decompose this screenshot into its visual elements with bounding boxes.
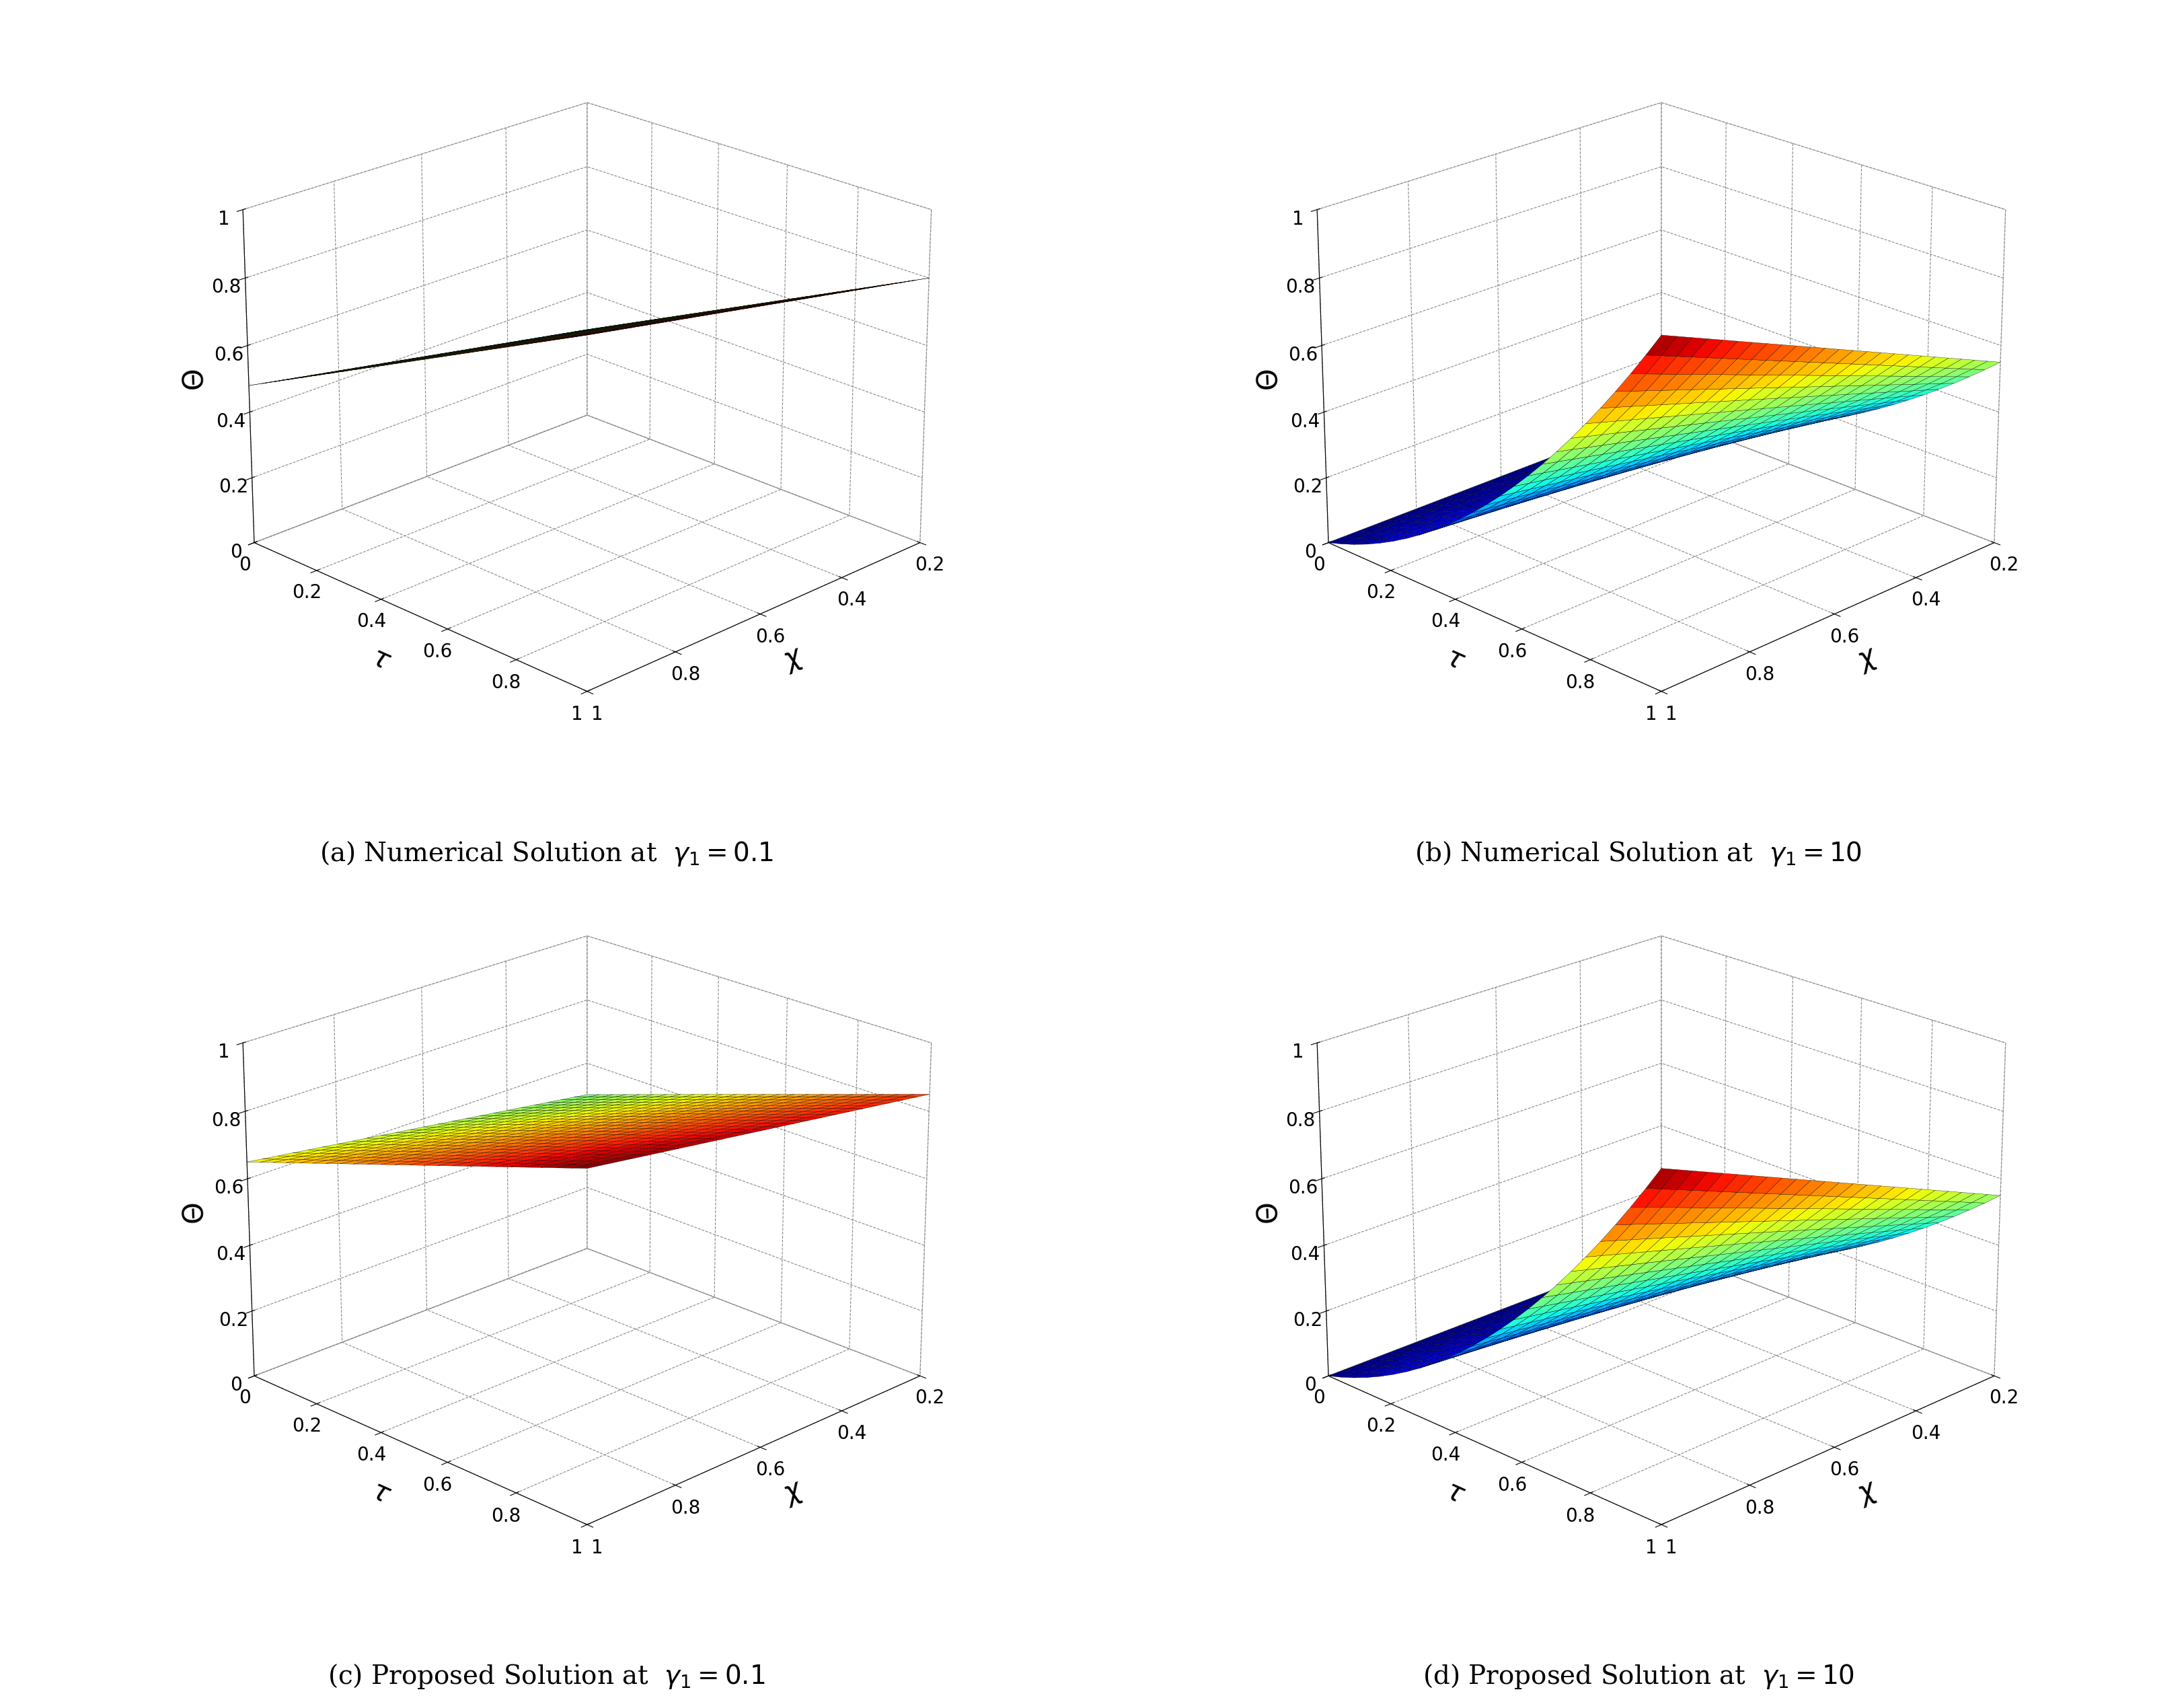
- Text: (c) Proposed Solution at  $\gamma_1 = 0.1$: (c) Proposed Solution at $\gamma_1 = 0.1…: [328, 1662, 764, 1691]
- Y-axis label: $\tau$: $\tau$: [1439, 1476, 1468, 1509]
- X-axis label: $\chi$: $\chi$: [778, 643, 808, 677]
- Y-axis label: $\tau$: $\tau$: [367, 1476, 395, 1509]
- Text: (b) Numerical Solution at  $\gamma_1 = 10$: (b) Numerical Solution at $\gamma_1 = 10…: [1415, 840, 1861, 868]
- Y-axis label: $\tau$: $\tau$: [367, 643, 395, 677]
- Y-axis label: $\tau$: $\tau$: [1439, 643, 1468, 677]
- X-axis label: $\chi$: $\chi$: [1852, 643, 1883, 677]
- Text: (a) Numerical Solution at  $\gamma_1 = 0.1$: (a) Numerical Solution at $\gamma_1 = 0.…: [319, 840, 773, 868]
- X-axis label: $\chi$: $\chi$: [1852, 1476, 1883, 1509]
- X-axis label: $\chi$: $\chi$: [778, 1476, 808, 1509]
- Text: (d) Proposed Solution at  $\gamma_1 = 10$: (d) Proposed Solution at $\gamma_1 = 10$: [1422, 1662, 1854, 1691]
